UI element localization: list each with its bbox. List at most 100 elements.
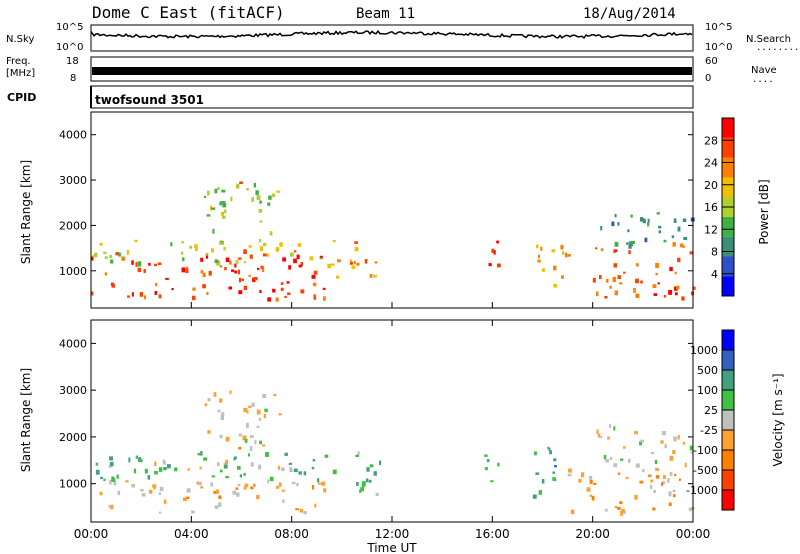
- power-cbar-label: Power [dB]: [757, 179, 771, 244]
- ytick-label-3: 4000: [59, 129, 87, 142]
- colorbar-tick-label-5: 100: [697, 384, 718, 397]
- nsearch-legend-icon: ........: [756, 43, 799, 53]
- power-panel-region-2: [203, 182, 281, 243]
- colorbar-segment-5: [722, 390, 734, 410]
- xtick-label-3: 12:00: [375, 527, 410, 541]
- power-panel-region-6: [536, 244, 571, 288]
- colorbar-segment-1: [722, 470, 734, 490]
- mhz-label: [MHz]: [6, 68, 35, 79]
- nave-label: Nave: [751, 65, 777, 76]
- power-panel-region-3: [239, 181, 249, 191]
- nsearch-label: N.Search: [746, 34, 791, 45]
- power-panel-region-0: [91, 249, 326, 302]
- ytick-label-3: 4000: [59, 337, 87, 350]
- ytick-label-1: 2000: [59, 219, 87, 232]
- colorbar-segment-5: [722, 177, 734, 198]
- xtick-label-1: 04:00: [174, 527, 209, 541]
- colorbar-tick-label-0: 4: [711, 268, 718, 281]
- power-ylabel: Slant Range [km]: [19, 160, 33, 264]
- nsky-label: N.Sky: [6, 34, 34, 45]
- colorbar-tick-label-6: 28: [704, 134, 718, 147]
- xtick-label-0: 00:00: [74, 527, 109, 541]
- velocity-panel-region-5: [484, 454, 500, 483]
- velocity-colorbar: -1000 -500 -100 -25 25 100 500 1000: [686, 329, 735, 511]
- colorbar-tick-label-0: -1000: [686, 484, 718, 497]
- station-title: Dome C East (fitACF): [92, 3, 285, 22]
- colorbar-segment-3: [722, 430, 734, 450]
- colorbar-segment-1: [722, 256, 734, 277]
- colorbar-segment-6: [722, 157, 734, 178]
- colorbar-segment-8: [722, 330, 734, 350]
- noise-panel-frame: [90, 24, 694, 52]
- colorbar-tick-label-1: -500: [693, 464, 718, 477]
- freq-trace: [92, 67, 692, 75]
- nave-tick-top: 60: [705, 56, 718, 67]
- power-panel-region-4: [327, 240, 378, 279]
- colorbar-tick-label-2: 12: [704, 223, 718, 236]
- colorbar-tick-label-2: -100: [693, 444, 718, 457]
- cpid-label: CPID: [7, 91, 36, 104]
- xaxis-label: Time UT: [366, 541, 417, 554]
- beam-title: Beam 11: [356, 6, 415, 22]
- velocity-y-axis: 1000 2000 3000 4000: [59, 337, 693, 491]
- power-colorbar: 4 8 12 16 20 24 28: [704, 117, 735, 297]
- velocity-panel-region-4: [324, 451, 382, 496]
- colorbar-tick-label-3: -25: [700, 424, 718, 437]
- freq-tick-top: 18: [66, 56, 79, 67]
- xtick-label-5: 20:00: [575, 527, 610, 541]
- power-panel-region-7: [592, 242, 696, 301]
- colorbar-segment-0: [722, 276, 734, 296]
- power-panel-region-8: [600, 212, 695, 249]
- noise-sky-trace: [91, 29, 693, 39]
- freq-label: Freq.: [6, 56, 31, 67]
- nsky-tick-top: 10^5: [56, 22, 83, 33]
- colorbar-tick-label-5: 24: [704, 157, 718, 170]
- colorbar-segment-7: [722, 350, 734, 370]
- velocity-panel-region-0: [99, 479, 327, 515]
- velocity-panel-region-2: [154, 459, 293, 472]
- colorbar-segment-7: [722, 137, 734, 158]
- colorbar-tick-label-4: 20: [704, 179, 718, 192]
- colorbar-tick-label-4: 25: [704, 404, 718, 417]
- cpid-program: twofsound 3501: [95, 93, 204, 107]
- colorbar-segment-2: [722, 236, 734, 257]
- freq-tick-bottom: 8: [70, 73, 76, 84]
- ytick-label-2: 3000: [59, 174, 87, 187]
- velocity-heatmap: [95, 390, 695, 516]
- power-y-axis: 1000 2000 3000 4000: [59, 129, 693, 278]
- velocity-panel-region-1: [95, 451, 320, 483]
- freq-panel-frame: [90, 56, 694, 82]
- power-panel-region-1: [92, 239, 323, 267]
- velocity-panel-region-8: [596, 424, 694, 465]
- power-heatmap: [91, 181, 696, 302]
- power-panel-frame: [90, 111, 694, 309]
- ytick-label-0: 1000: [59, 478, 87, 491]
- date-title: 18/Aug/2014: [583, 6, 676, 22]
- velocity-panel-region-7: [567, 462, 695, 516]
- velocity-panel-region-6: [532, 446, 557, 499]
- nave-tick-bottom: 0: [705, 73, 711, 84]
- colorbar-tick-label-1: 8: [711, 246, 718, 259]
- colorbar-tick-label-3: 16: [704, 201, 718, 214]
- xtick-label-6: 00:00: [676, 527, 711, 541]
- nsky-tick-bottom: 10^0: [56, 42, 83, 53]
- power-panel-region-5: [488, 240, 501, 268]
- colorbar-segment-8: [722, 118, 734, 138]
- velocity-ylabel: Slant Range [km]: [19, 368, 33, 472]
- colorbar-tick-label-7: 1000: [690, 344, 718, 357]
- xtick-label-2: 08:00: [274, 527, 309, 541]
- velocity-panel-frame: [90, 319, 694, 523]
- ytick-label-2: 3000: [59, 384, 87, 397]
- xtick-label-4: 16:00: [475, 527, 510, 541]
- colorbar-frame: [721, 329, 735, 511]
- colorbar-segment-4: [722, 410, 734, 430]
- nsearch-tick-bottom: 10^0: [705, 42, 732, 53]
- colorbar-segment-6: [722, 370, 734, 390]
- colorbar-segment-2: [722, 450, 734, 470]
- colorbar-segment-3: [722, 216, 734, 237]
- colorbar-tick-label-6: 500: [697, 364, 718, 377]
- nsearch-tick-top: 10^5: [705, 22, 732, 33]
- velocity-cbar-label: Velocity [m s⁻¹]: [771, 373, 785, 466]
- ytick-label-0: 1000: [59, 265, 87, 278]
